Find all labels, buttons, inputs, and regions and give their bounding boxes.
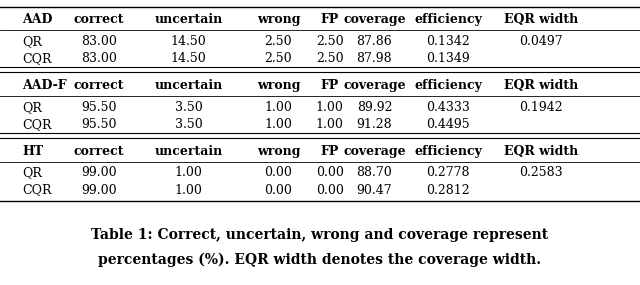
Text: 1.00: 1.00 bbox=[316, 118, 344, 131]
Text: QR: QR bbox=[22, 166, 42, 180]
Text: 0.00: 0.00 bbox=[316, 166, 344, 180]
Text: FP: FP bbox=[321, 79, 339, 92]
Text: 0.1349: 0.1349 bbox=[426, 52, 470, 66]
Text: 0.00: 0.00 bbox=[264, 184, 292, 197]
Text: 89.92: 89.92 bbox=[356, 101, 392, 114]
Text: 14.50: 14.50 bbox=[171, 35, 207, 48]
Text: correct: correct bbox=[74, 13, 124, 27]
Text: 2.50: 2.50 bbox=[264, 52, 292, 66]
Text: 2.50: 2.50 bbox=[316, 35, 344, 48]
Text: 3.50: 3.50 bbox=[175, 101, 203, 114]
Text: EQR width: EQR width bbox=[504, 13, 578, 27]
Text: CQR: CQR bbox=[22, 118, 52, 131]
Text: QR: QR bbox=[22, 35, 42, 48]
Text: CQR: CQR bbox=[22, 184, 52, 197]
Text: 3.50: 3.50 bbox=[175, 118, 203, 131]
Text: wrong: wrong bbox=[257, 79, 300, 92]
Text: percentages (%). EQR width denotes the coverage width.: percentages (%). EQR width denotes the c… bbox=[99, 252, 541, 266]
Text: efficiency: efficiency bbox=[414, 144, 482, 158]
Text: uncertain: uncertain bbox=[155, 144, 223, 158]
Text: Table 1: Correct, uncertain, wrong and coverage represent: Table 1: Correct, uncertain, wrong and c… bbox=[92, 228, 548, 242]
Text: 0.00: 0.00 bbox=[316, 184, 344, 197]
Text: 95.50: 95.50 bbox=[81, 101, 117, 114]
Text: HT: HT bbox=[22, 144, 44, 158]
Text: 0.1942: 0.1942 bbox=[519, 101, 563, 114]
Text: 99.00: 99.00 bbox=[81, 166, 117, 180]
Text: 0.2812: 0.2812 bbox=[426, 184, 470, 197]
Text: 0.0497: 0.0497 bbox=[519, 35, 563, 48]
Text: 91.28: 91.28 bbox=[356, 118, 392, 131]
Text: 87.98: 87.98 bbox=[356, 52, 392, 66]
Text: EQR width: EQR width bbox=[504, 79, 578, 92]
Text: FP: FP bbox=[321, 13, 339, 27]
Text: EQR width: EQR width bbox=[504, 144, 578, 158]
Text: 0.1342: 0.1342 bbox=[426, 35, 470, 48]
Text: 83.00: 83.00 bbox=[81, 52, 117, 66]
Text: 99.00: 99.00 bbox=[81, 184, 117, 197]
Text: uncertain: uncertain bbox=[155, 79, 223, 92]
Text: coverage: coverage bbox=[343, 13, 406, 27]
Text: 0.2778: 0.2778 bbox=[426, 166, 470, 180]
Text: 1.00: 1.00 bbox=[175, 184, 203, 197]
Text: correct: correct bbox=[74, 144, 124, 158]
Text: coverage: coverage bbox=[343, 79, 406, 92]
Text: 1.00: 1.00 bbox=[316, 101, 344, 114]
Text: 90.47: 90.47 bbox=[356, 184, 392, 197]
Text: QR: QR bbox=[22, 101, 42, 114]
Text: 1.00: 1.00 bbox=[175, 166, 203, 180]
Text: 95.50: 95.50 bbox=[81, 118, 117, 131]
Text: 83.00: 83.00 bbox=[81, 35, 117, 48]
Text: AAD: AAD bbox=[22, 13, 52, 27]
Text: 2.50: 2.50 bbox=[264, 35, 292, 48]
Text: 0.00: 0.00 bbox=[264, 166, 292, 180]
Text: 0.4333: 0.4333 bbox=[426, 101, 470, 114]
Text: coverage: coverage bbox=[343, 144, 406, 158]
Text: FP: FP bbox=[321, 144, 339, 158]
Text: 0.2583: 0.2583 bbox=[519, 166, 563, 180]
Text: AAD-F: AAD-F bbox=[22, 79, 67, 92]
Text: wrong: wrong bbox=[257, 144, 300, 158]
Text: uncertain: uncertain bbox=[155, 13, 223, 27]
Text: efficiency: efficiency bbox=[414, 79, 482, 92]
Text: 1.00: 1.00 bbox=[264, 101, 292, 114]
Text: CQR: CQR bbox=[22, 52, 52, 66]
Text: wrong: wrong bbox=[257, 13, 300, 27]
Text: 88.70: 88.70 bbox=[356, 166, 392, 180]
Text: efficiency: efficiency bbox=[414, 13, 482, 27]
Text: 87.86: 87.86 bbox=[356, 35, 392, 48]
Text: 0.4495: 0.4495 bbox=[426, 118, 470, 131]
Text: 1.00: 1.00 bbox=[264, 118, 292, 131]
Text: 2.50: 2.50 bbox=[316, 52, 344, 66]
Text: 14.50: 14.50 bbox=[171, 52, 207, 66]
Text: correct: correct bbox=[74, 79, 124, 92]
